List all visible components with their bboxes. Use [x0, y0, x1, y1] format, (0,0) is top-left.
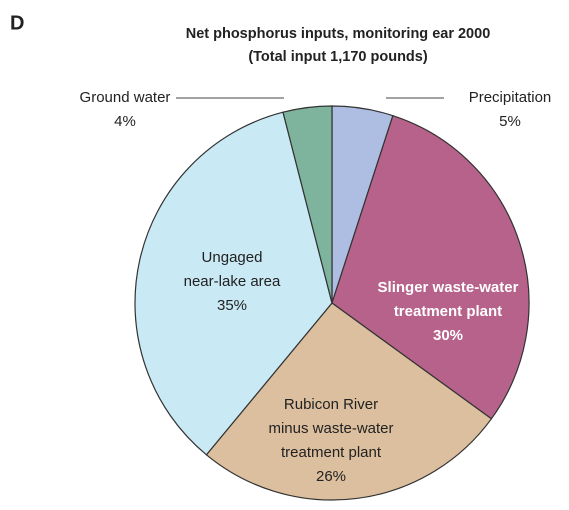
slice-label-line: Precipitation: [469, 89, 552, 106]
slice-label: Precipitation: [469, 89, 552, 106]
slice-label-line: near-lake area: [184, 273, 281, 290]
slice-label: Ground water: [80, 89, 171, 106]
pie-slice: [282, 105, 333, 304]
slice-label: Ungaged near-lake area: [184, 249, 281, 290]
panel-label: D: [10, 12, 24, 34]
value-label: 26%: [316, 468, 346, 485]
slice-label-line: Slinger waste-water: [378, 279, 519, 296]
slice-label: Slinger waste-water treatment plant: [378, 279, 519, 320]
value-label: 35%: [217, 297, 247, 314]
slice-label-line: minus waste-water: [268, 420, 393, 437]
chart-title: (Total input 1,170 pounds): [248, 49, 428, 65]
pie-slice: [134, 111, 333, 456]
value-label: 30%: [433, 327, 463, 344]
slice-label-line: treatment plant: [394, 303, 502, 320]
slice-label: Rubicon River minus waste-water treatment …: [268, 396, 393, 461]
value-label: 5%: [499, 113, 521, 130]
chart-title: Net phosphorus inputs, monitoring ear 20…: [186, 26, 491, 42]
slice-label-line: treatment plant: [281, 444, 382, 461]
pie-slice: [331, 114, 530, 420]
pie-slice: [205, 302, 493, 501]
slice-label-line: Ungaged: [202, 249, 263, 266]
value-label: 4%: [114, 113, 136, 130]
slice-label-line: Ground water: [80, 89, 171, 106]
slice-label-line: Rubicon River: [284, 396, 378, 413]
